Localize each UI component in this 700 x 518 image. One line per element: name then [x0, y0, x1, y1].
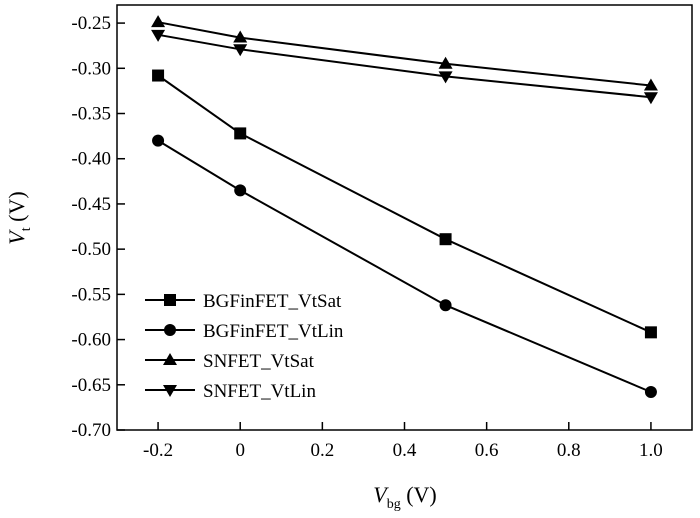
x-tick-label: 0.4 [393, 440, 417, 461]
data-point [644, 386, 657, 399]
y-axis-ticks: -0.25 -0.30 -0.35 -0.40 -0.45 -0.50 -0.55 -0.60… [71, 13, 125, 441]
data-point [234, 184, 247, 197]
x-tick-label: 0.2 [310, 440, 334, 461]
data-point [152, 134, 165, 147]
data-point [439, 299, 452, 312]
y-tick-label: -0.30 [71, 58, 111, 79]
legend-label: SNFET_VtLin [203, 381, 316, 402]
x-axis-ticks: -0.2 0 0.2 0.4 0.6 0.8 1.0 [143, 422, 663, 461]
y-axis-label-unit: (V) [4, 191, 29, 227]
x-axis-label-main: V [373, 482, 389, 507]
series-line [157, 33, 652, 99]
x-tick-label: 1.0 [639, 440, 663, 461]
y-tick-label: -0.45 [71, 194, 111, 215]
y-tick-label: -0.55 [71, 284, 111, 305]
series-layer [151, 15, 658, 399]
x-axis-label-unit: (V) [401, 482, 437, 507]
legend-marker [163, 353, 177, 365]
y-tick-label: -0.25 [71, 13, 111, 34]
data-point [643, 78, 658, 91]
y-tick-label: -0.35 [71, 104, 111, 125]
legend-marker [164, 324, 176, 336]
x-axis-label: Vbg (V) [373, 482, 437, 512]
series-line [157, 139, 652, 393]
x-tick-label: 0 [235, 440, 245, 461]
data-point [151, 15, 166, 28]
data-point [438, 71, 453, 84]
y-tick-label: -0.50 [71, 239, 111, 260]
data-point [234, 127, 247, 140]
y-tick-label: -0.70 [71, 420, 111, 441]
data-point [233, 44, 248, 57]
y-axis-label-main: V [4, 229, 29, 245]
x-tick-label: 0.8 [557, 440, 581, 461]
y-tick-label: -0.40 [71, 149, 111, 170]
data-point [643, 92, 658, 105]
data-point [233, 30, 248, 43]
legend-label: BGFinFET_VtLin [203, 321, 344, 342]
y-axis-label: Vt (V) [4, 191, 34, 244]
data-point [439, 233, 452, 246]
x-tick-label: 0.6 [475, 440, 499, 461]
legend-marker [164, 294, 176, 306]
data-point [644, 326, 657, 339]
data-point [438, 56, 453, 69]
series-line [157, 74, 652, 334]
series-line [157, 21, 652, 87]
x-axis-label-sub: bg [387, 497, 401, 512]
legend-label: BGFinFET_VtSat [203, 291, 342, 312]
y-tick-label: -0.60 [71, 330, 111, 351]
legend: BGFinFET_VtSat BGFinFET_VtLin SNFET_VtSat S… [145, 291, 344, 402]
data-point [151, 29, 166, 42]
y-tick-label: -0.65 [71, 375, 111, 396]
x-tick-label: -0.2 [143, 440, 173, 461]
legend-marker [163, 385, 177, 397]
legend-label: SNFET_VtSat [203, 351, 315, 372]
y-axis-label-sub: t [19, 227, 34, 231]
data-point [152, 69, 165, 82]
